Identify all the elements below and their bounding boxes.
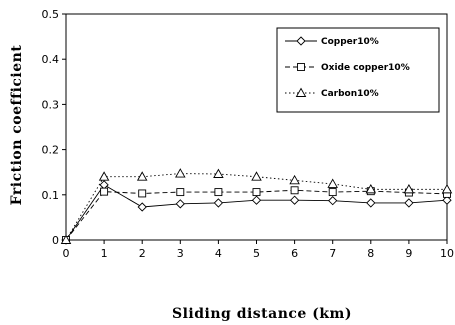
x-tick-label: 6 — [291, 247, 298, 260]
data-point — [214, 188, 223, 197]
data-point — [99, 180, 109, 190]
data-point — [295, 87, 307, 97]
data-point — [366, 198, 376, 208]
data-point — [98, 171, 110, 181]
y-tick-label: 0.3 — [42, 98, 60, 111]
data-point — [176, 188, 185, 197]
x-tick-label: 0 — [63, 247, 70, 260]
data-point — [175, 199, 185, 209]
data-point — [251, 195, 262, 205]
data-point — [251, 171, 262, 181]
x-axis-label: Sliding distance (km) — [172, 306, 352, 322]
data-point — [328, 188, 337, 197]
y-axis-label: Friction coefficient — [9, 45, 25, 206]
data-point — [136, 171, 148, 181]
data-point — [404, 198, 414, 208]
legend-label: Carbon10% — [321, 89, 379, 99]
x-tick-label: 3 — [177, 247, 184, 260]
data-point — [100, 187, 109, 196]
data-point — [327, 178, 338, 188]
data-point — [252, 188, 261, 197]
data-point — [175, 168, 186, 178]
data-point — [328, 196, 338, 206]
data-point — [213, 168, 224, 178]
data-point — [289, 195, 300, 205]
x-tick-label: 9 — [405, 247, 412, 260]
tick-labels: 0 0.1 0.2 0.3 0.4 0.5 0 1 2 3 4 5 6 7 8 9 10 — [42, 8, 455, 260]
x-tick-label: 8 — [367, 247, 374, 260]
data-point — [297, 63, 305, 71]
x-tick-label: 10 — [440, 247, 454, 260]
data-point — [138, 189, 147, 198]
data-point — [296, 36, 306, 46]
x-tick-label: 4 — [215, 247, 222, 260]
y-tick-label: 0 — [52, 234, 59, 247]
y-tick-label: 0.4 — [42, 53, 60, 66]
x-tick-label: 7 — [329, 247, 336, 260]
y-tick-label: 0.2 — [42, 144, 60, 157]
data-point — [403, 183, 415, 194]
data-point — [137, 202, 147, 212]
data-point — [289, 174, 300, 185]
series-line — [65, 173, 447, 241]
legend-label: Oxide copper10% — [321, 63, 410, 73]
legend-label: Copper10% — [321, 37, 379, 47]
data-point — [441, 183, 453, 194]
legend: Copper10% Oxide copper10% Carbon10% — [276, 27, 440, 113]
x-tick-label: 1 — [101, 247, 108, 260]
data-point — [60, 234, 72, 244]
data-point — [442, 195, 452, 205]
y-tick-label: 0.5 — [42, 8, 60, 21]
x-tick-label: 2 — [139, 247, 146, 260]
y-tick-label: 0.1 — [42, 189, 60, 202]
data-point — [290, 186, 299, 195]
data-point — [365, 183, 377, 194]
data-point — [213, 198, 224, 208]
series-group — [60, 168, 453, 245]
x-tick-label: 5 — [253, 247, 260, 260]
